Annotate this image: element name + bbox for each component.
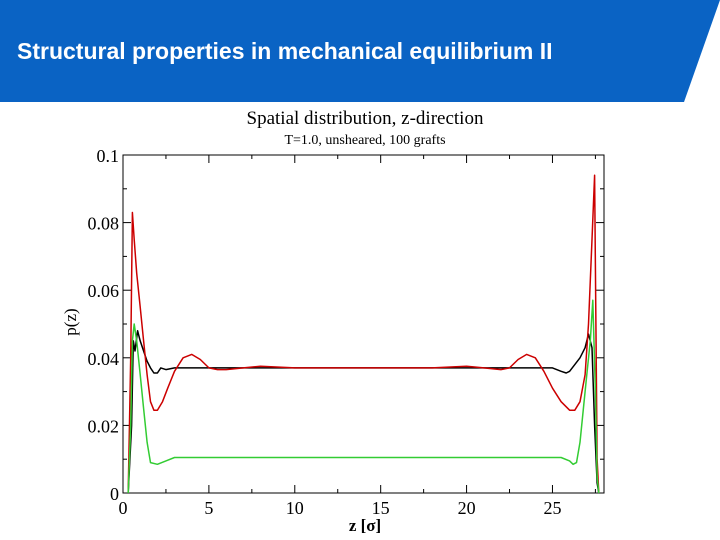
- series-line-3: [127, 299, 600, 494]
- x-tick-label: 5: [204, 498, 213, 518]
- chart-title: Spatial distribution, z-direction: [247, 108, 484, 129]
- series-line-2: [127, 174, 600, 494]
- x-tick-label: 25: [543, 498, 561, 518]
- x-tick-label: 0: [119, 498, 128, 518]
- plot-frame: [122, 154, 605, 494]
- y-tick-label: 0.02: [88, 416, 120, 436]
- x-tick-label: 10: [286, 498, 304, 518]
- x-axis-label: z [σ]: [349, 516, 381, 535]
- y-tick-label: 0.04: [88, 349, 120, 369]
- x-tick-label: 15: [372, 498, 390, 518]
- y-axis-label: p(z): [61, 308, 80, 335]
- axis-ticks: 0 0.02 0.04 0.06 0.08 0.1 0 5 10 15 20 25: [88, 146, 604, 518]
- y-tick-label: 0: [110, 484, 119, 504]
- title-banner: [0, 0, 720, 102]
- x-tick-label: 20: [458, 498, 476, 518]
- series-layer: [127, 174, 600, 494]
- slide-title: Structural properties in mechanical equi…: [17, 38, 553, 64]
- y-tick-label: 0.06: [88, 281, 120, 301]
- chart-subtitle: T=1.0, unsheared, 100 grafts: [284, 133, 445, 148]
- y-tick-label: 0.1: [97, 146, 120, 166]
- y-tick-label: 0.08: [88, 214, 120, 234]
